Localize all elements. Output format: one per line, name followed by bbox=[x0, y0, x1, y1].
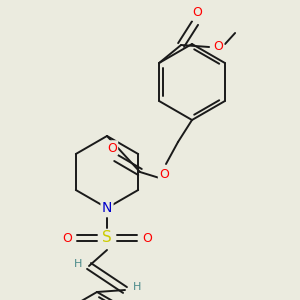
Text: O: O bbox=[159, 167, 169, 181]
Text: N: N bbox=[102, 201, 112, 215]
Text: O: O bbox=[142, 232, 152, 244]
Text: O: O bbox=[192, 7, 202, 20]
Text: O: O bbox=[213, 40, 223, 52]
Text: H: H bbox=[133, 282, 141, 292]
Text: O: O bbox=[107, 142, 117, 154]
Text: O: O bbox=[62, 232, 72, 244]
Text: S: S bbox=[102, 230, 112, 245]
Text: H: H bbox=[74, 259, 82, 269]
